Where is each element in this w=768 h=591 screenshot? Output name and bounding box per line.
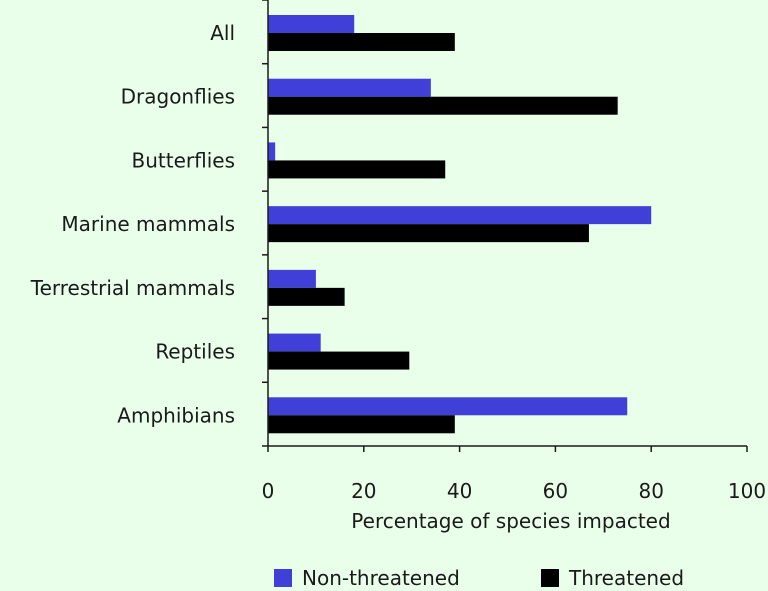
bar-non-threatened-reptiles bbox=[268, 333, 321, 352]
bars-group bbox=[268, 15, 652, 434]
category-label: Marine mammals bbox=[61, 212, 235, 236]
legend-label: Non-threatened bbox=[302, 566, 460, 590]
x-tick-label: 100 bbox=[728, 479, 766, 503]
legend-label: Threatened bbox=[568, 566, 684, 590]
category-label: All bbox=[210, 21, 235, 45]
tick-labels-group: 0 20 40 60 80 100 bbox=[262, 479, 766, 503]
bar-threatened-reptiles bbox=[268, 351, 410, 370]
bar-threatened-all bbox=[268, 33, 455, 51]
legend: Non-threatened Threatened bbox=[274, 566, 684, 590]
x-tick-label: 0 bbox=[262, 479, 275, 503]
x-tick-label: 40 bbox=[447, 479, 472, 503]
bar-non-threatened-marine-mammals bbox=[268, 206, 652, 225]
x-tick-label: 20 bbox=[351, 479, 376, 503]
legend-swatch bbox=[274, 569, 292, 587]
bar-non-threatened-amphibians bbox=[268, 397, 628, 416]
category-label: Butterflies bbox=[132, 148, 236, 172]
bar-threatened-terrestrial-mammals bbox=[268, 287, 345, 306]
bar-threatened-dragonflies bbox=[268, 96, 618, 115]
x-tick-label: 80 bbox=[638, 479, 663, 503]
bar-threatened-amphibians bbox=[268, 415, 455, 434]
bar-non-threatened-dragonflies bbox=[268, 78, 431, 97]
category-label: Terrestrial mammals bbox=[30, 276, 235, 300]
category-label: Dragonflies bbox=[121, 85, 235, 109]
category-label: Amphibians bbox=[117, 403, 235, 427]
legend-swatch bbox=[541, 569, 559, 587]
x-tick-label: 60 bbox=[543, 479, 568, 503]
category-labels-group: All Dragonflies Butterflies Marine mammals T… bbox=[30, 21, 235, 427]
x-axis-title: Percentage of species impacted bbox=[351, 509, 670, 533]
bar-non-threatened-all bbox=[268, 15, 355, 33]
axes-group bbox=[262, 0, 748, 452]
bar-non-threatened-terrestrial-mammals bbox=[268, 269, 316, 288]
bar-threatened-marine-mammals bbox=[268, 224, 589, 243]
bar-non-threatened-butterflies bbox=[268, 142, 276, 161]
category-label: Reptiles bbox=[155, 340, 235, 364]
bar-threatened-butterflies bbox=[268, 160, 446, 179]
